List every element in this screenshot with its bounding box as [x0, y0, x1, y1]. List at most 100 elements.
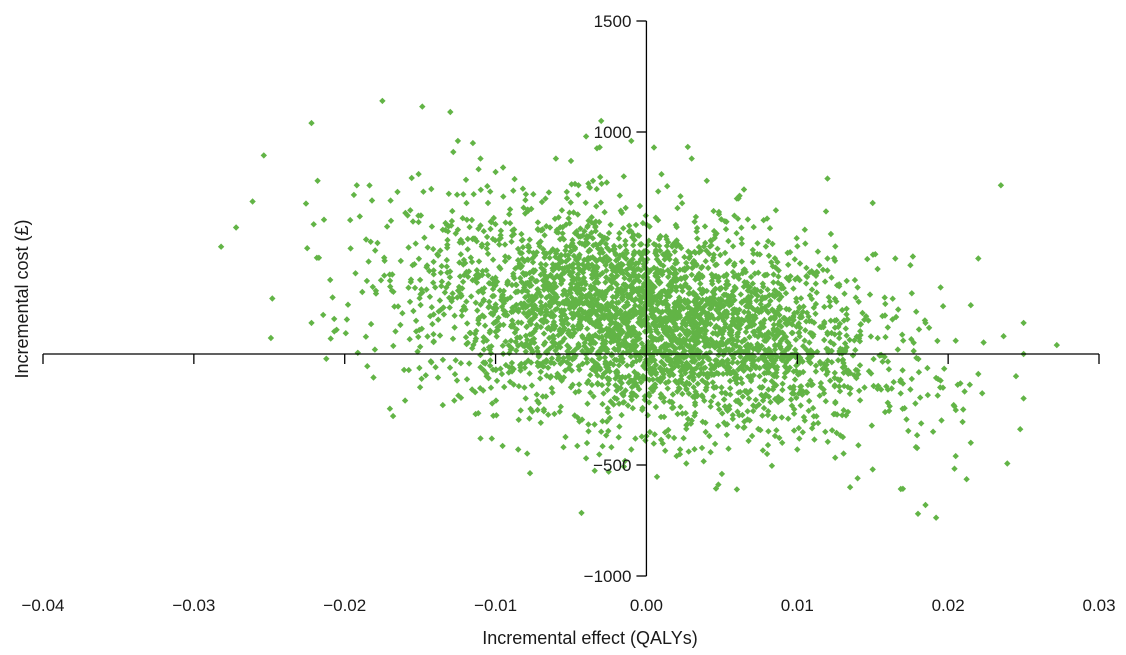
data-point: [629, 312, 637, 320]
data-point: [313, 254, 321, 261]
scatter-points: [217, 97, 1060, 521]
data-point: [672, 301, 679, 308]
data-point: [650, 312, 658, 320]
data-point: [372, 247, 379, 254]
data-point: [918, 420, 925, 427]
data-point: [405, 366, 412, 374]
data-point: [651, 349, 658, 356]
data-point: [819, 266, 827, 273]
data-point: [675, 303, 682, 310]
data-point: [636, 320, 643, 327]
data-point: [597, 315, 604, 323]
data-point: [662, 379, 670, 387]
data-point: [586, 308, 593, 315]
data-point: [639, 287, 646, 294]
data-point: [302, 200, 310, 207]
data-point: [744, 347, 751, 354]
data-point: [434, 374, 442, 381]
data-point: [681, 382, 689, 389]
data-point: [510, 381, 517, 388]
data-point: [749, 317, 756, 325]
data-point: [557, 251, 565, 259]
data-point: [518, 319, 525, 326]
data-point: [502, 219, 509, 226]
data-point: [653, 336, 660, 343]
data-point: [676, 378, 683, 385]
data-point: [497, 227, 505, 234]
data-point: [688, 308, 695, 315]
data-point: [475, 320, 482, 327]
data-point: [824, 438, 831, 445]
data-point: [922, 319, 929, 327]
data-point: [557, 275, 564, 282]
data-point: [566, 209, 573, 216]
data-point: [594, 381, 601, 388]
data-point: [800, 368, 807, 376]
data-point: [732, 308, 740, 316]
data-point: [560, 374, 568, 381]
data-point: [658, 268, 665, 275]
data-point: [534, 286, 541, 293]
data-point: [642, 259, 649, 266]
data-point: [664, 183, 671, 190]
data-point: [588, 214, 595, 221]
data-point: [454, 137, 462, 145]
data-point: [979, 390, 986, 397]
data-point: [888, 385, 895, 392]
data-point: [507, 346, 514, 353]
data-point: [812, 362, 820, 369]
data-point: [822, 398, 829, 405]
data-point: [735, 275, 743, 282]
data-point: [561, 269, 568, 276]
data-point: [796, 303, 803, 311]
data-point: [392, 328, 399, 335]
data-point: [620, 392, 627, 399]
data-point: [748, 293, 755, 300]
data-point: [397, 257, 404, 265]
data-point: [533, 306, 541, 313]
data-point: [699, 319, 707, 326]
data-point: [651, 283, 658, 291]
data-point: [791, 376, 799, 383]
data-point: [593, 185, 600, 193]
data-point: [675, 298, 682, 305]
data-point: [596, 255, 604, 262]
data-point: [697, 304, 704, 311]
data-point: [681, 253, 688, 261]
data-point: [533, 321, 540, 329]
data-point: [663, 242, 671, 250]
data-point: [644, 274, 651, 281]
data-point: [763, 450, 771, 458]
data-point: [590, 339, 597, 346]
data-point: [530, 269, 537, 276]
data-point: [623, 315, 631, 323]
data-point: [417, 343, 424, 350]
data-point: [549, 246, 556, 253]
data-point: [453, 191, 461, 198]
data-point: [692, 260, 700, 267]
data-point: [751, 270, 758, 277]
data-point: [566, 220, 573, 227]
data-point: [719, 410, 726, 417]
data-point: [676, 336, 683, 343]
data-point: [616, 323, 623, 330]
data-point: [779, 386, 786, 394]
data-point: [619, 358, 626, 366]
data-point: [374, 239, 381, 247]
data-point: [822, 428, 829, 435]
data-point: [914, 510, 922, 517]
data-point: [597, 302, 604, 310]
data-point: [699, 307, 706, 314]
data-point: [862, 313, 870, 320]
data-point: [509, 317, 516, 324]
data-point: [490, 214, 497, 222]
data-point: [803, 280, 810, 287]
data-point: [572, 346, 579, 353]
data-point: [679, 284, 686, 291]
data-point: [620, 225, 627, 232]
data-point: [434, 252, 442, 259]
data-point: [765, 345, 773, 353]
data-point: [417, 301, 424, 309]
data-point: [674, 388, 681, 395]
data-point: [658, 299, 665, 306]
